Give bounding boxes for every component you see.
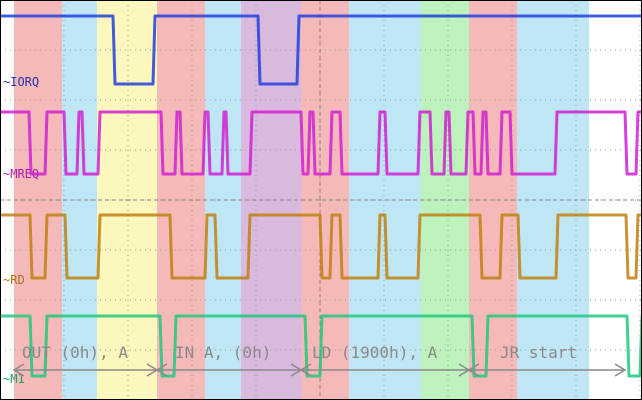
- trace: [0, 14, 642, 86]
- signal-label: ~RD: [3, 273, 25, 287]
- signal-label: ~IORQ: [3, 75, 39, 89]
- trace: [0, 110, 642, 176]
- trace: [0, 213, 642, 280]
- signal-label: ~M1: [3, 372, 25, 386]
- signal-label: ~MREQ: [3, 167, 39, 181]
- arrows: [12, 363, 627, 377]
- annotation: LD (1900h), A: [312, 343, 438, 362]
- band: [241, 0, 301, 400]
- annotation: JR start: [500, 343, 577, 362]
- traces: [0, 14, 642, 378]
- trace: [0, 314, 642, 378]
- annotation: OUT (0h), A: [22, 343, 128, 362]
- annotation: IN A, (0h): [175, 343, 271, 362]
- arrow-head: [467, 363, 627, 377]
